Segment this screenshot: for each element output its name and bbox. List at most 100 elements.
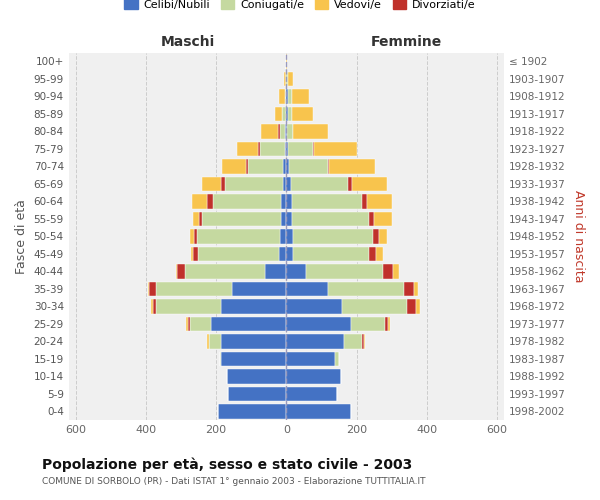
Bar [286,72,288,86]
Bar [385,316,388,331]
Bar [209,334,221,348]
Bar [202,176,221,191]
Bar [286,176,290,191]
Bar [288,72,293,86]
Bar [335,352,339,366]
Bar [287,124,293,138]
Bar [220,352,221,366]
Bar [329,159,375,174]
Bar [229,386,286,401]
Bar [328,159,329,174]
Bar [286,159,289,174]
Bar [227,369,286,384]
Bar [352,176,387,191]
Bar [279,89,284,104]
Bar [293,229,373,244]
Bar [379,229,388,244]
Bar [286,264,305,278]
Bar [344,334,362,348]
Text: Maschi: Maschi [161,35,215,49]
Bar [293,246,369,261]
Bar [286,404,351,418]
Bar [190,316,211,331]
Bar [246,159,248,174]
Bar [292,106,313,121]
Bar [197,229,280,244]
Bar [288,142,313,156]
Bar [383,264,394,278]
Bar [222,159,246,174]
Bar [286,212,292,226]
Bar [281,212,286,226]
Bar [289,159,328,174]
Bar [282,106,286,121]
Bar [212,194,281,208]
Bar [260,124,278,138]
Bar [193,246,198,261]
Bar [364,334,365,348]
Bar [221,176,225,191]
Bar [280,124,285,138]
Text: Popolazione per età, sesso e stato civile - 2003: Popolazione per età, sesso e stato civil… [42,458,412,472]
Bar [148,282,149,296]
Bar [153,299,157,314]
Bar [260,142,284,156]
Bar [369,212,374,226]
Bar [281,194,286,208]
Bar [286,124,287,138]
Bar [202,212,281,226]
Bar [314,142,356,156]
Bar [208,334,209,348]
Bar [288,106,292,121]
Bar [225,176,283,191]
Bar [284,72,286,86]
Bar [285,124,286,138]
Bar [194,229,197,244]
Bar [185,264,265,278]
Legend: Celibi/Nubili, Coniugati/e, Vedovi/e, Divorziati/e: Celibi/Nubili, Coniugati/e, Vedovi/e, Di… [121,0,479,13]
Bar [237,142,258,156]
Bar [343,299,407,314]
Bar [221,299,286,314]
Bar [362,334,364,348]
Bar [292,89,309,104]
Bar [286,299,343,314]
Bar [190,229,194,244]
Bar [374,212,392,226]
Bar [292,194,362,208]
Bar [191,246,193,261]
Bar [198,246,278,261]
Bar [232,282,286,296]
Bar [284,89,286,104]
Bar [286,352,335,366]
Y-axis label: Fasce di età: Fasce di età [15,199,28,274]
Bar [283,176,286,191]
Bar [286,106,288,121]
Bar [286,229,293,244]
Bar [280,229,286,244]
Bar [288,89,292,104]
Y-axis label: Anni di nascita: Anni di nascita [572,190,585,282]
Bar [328,282,404,296]
Bar [193,212,199,226]
Bar [286,194,292,208]
Bar [275,106,282,121]
Bar [284,142,286,156]
Bar [191,194,208,208]
Bar [305,264,383,278]
Bar [211,316,286,331]
Bar [286,316,351,331]
Bar [286,89,288,104]
Bar [349,176,352,191]
Bar [265,264,286,278]
Bar [218,404,286,418]
Bar [313,142,314,156]
Bar [367,194,392,208]
Bar [415,282,418,296]
Bar [176,264,178,278]
Bar [286,334,344,348]
Bar [286,282,328,296]
Bar [286,142,288,156]
Bar [199,212,202,226]
Bar [157,299,221,314]
